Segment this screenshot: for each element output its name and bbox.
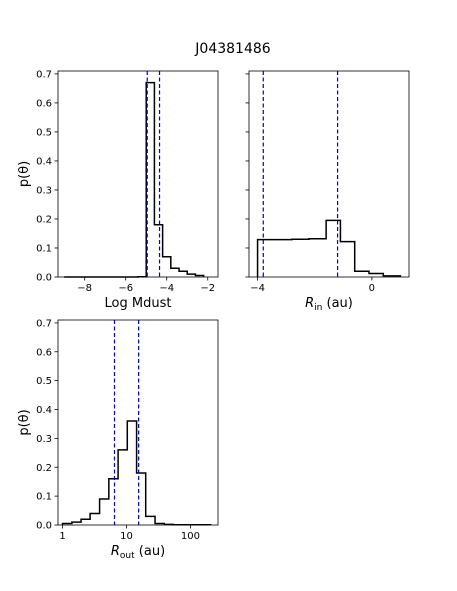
panel-1-frame bbox=[57, 70, 219, 278]
panel-1-xlabel: Log Mdust bbox=[105, 296, 172, 311]
panel-2-histogram-step bbox=[256, 219, 402, 277]
panel-3-ytick-label: 0.4 bbox=[36, 405, 52, 416]
panel-1-ytick-label: 0.7 bbox=[36, 69, 52, 80]
panel-1-ylabel: p(θ) bbox=[17, 161, 32, 187]
panel-1-xtick-label: −6 bbox=[118, 283, 133, 294]
panel-3-xlabel: Rout (au) bbox=[111, 544, 165, 561]
panel-3-ytick-label: 0.2 bbox=[36, 463, 52, 474]
panel-1-ytick-label: 0.0 bbox=[36, 273, 52, 284]
panel-1-ytick-label: 0.6 bbox=[36, 98, 52, 109]
panel-3-frame bbox=[57, 319, 219, 526]
panel-2-xtick-label: −4 bbox=[250, 283, 265, 294]
panel-3-ytick-label: 0.3 bbox=[36, 434, 52, 445]
panel-3-xtick-label: 100 bbox=[181, 531, 200, 542]
panel-3-ytick-label: 0.1 bbox=[36, 492, 52, 503]
panel-3-ytick-label: 0.5 bbox=[36, 376, 52, 387]
panel-2-frame bbox=[248, 70, 410, 278]
panel-1-xtick-label: −2 bbox=[200, 283, 215, 294]
panel-1-histogram-step bbox=[64, 81, 205, 278]
panel-2-xtick-label: 0 bbox=[369, 283, 375, 294]
panel-1-ytick-label: 0.1 bbox=[36, 243, 52, 254]
panel-3-histogram-step bbox=[61, 420, 212, 526]
panel-2-xlabel: Rin (au) bbox=[305, 296, 353, 313]
panel-3-ytick-label: 0.6 bbox=[36, 347, 52, 358]
panel-1-xtick-label: −8 bbox=[77, 283, 92, 294]
panel-3-ytick-label: 0.7 bbox=[36, 318, 52, 329]
panel-3-ytick-label: 0.0 bbox=[36, 521, 52, 532]
panel-3-xtick-label: 10 bbox=[120, 531, 133, 542]
panel-3-xtick-label: 1 bbox=[59, 531, 65, 542]
panel-1-ytick-label: 0.4 bbox=[36, 156, 52, 167]
panel-1-xtick-label: −4 bbox=[159, 283, 174, 294]
panel-3-ylabel: p(θ) bbox=[17, 409, 32, 435]
panel-1-ytick-label: 0.2 bbox=[36, 214, 52, 225]
figure-title: J04381486 bbox=[194, 41, 270, 57]
panel-1-ytick-label: 0.3 bbox=[36, 185, 52, 196]
panel-1-ytick-label: 0.5 bbox=[36, 127, 52, 138]
